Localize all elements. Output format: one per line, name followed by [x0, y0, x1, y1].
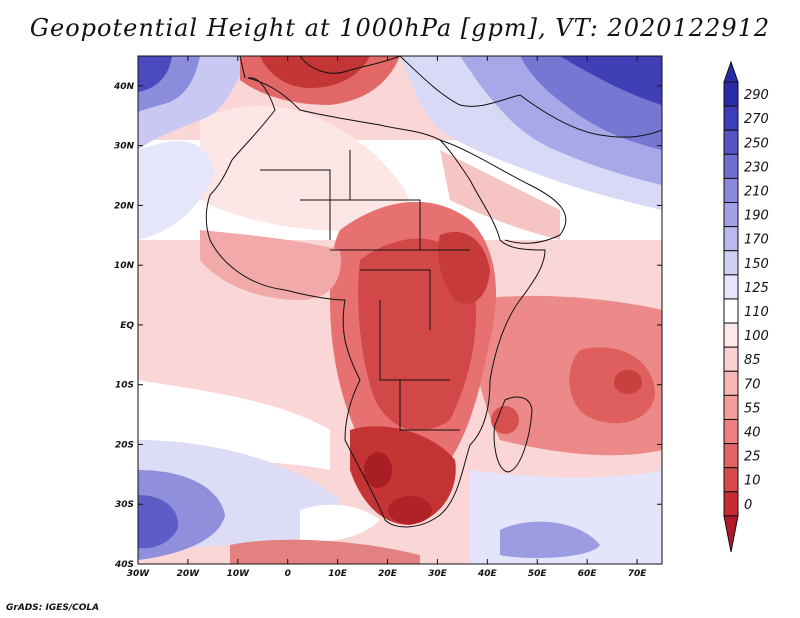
colorbar-label: 55	[744, 401, 761, 416]
colorbar-segment	[723, 274, 739, 300]
colorbar-label: 190	[744, 209, 769, 224]
lon-tick-label: 10W	[227, 569, 251, 579]
field-indian-mid	[500, 521, 600, 558]
colorbar-label: 25	[744, 450, 761, 465]
coastlines	[205, 56, 662, 528]
lat-tick-label: 10N	[114, 261, 135, 271]
lat-tick-label: 40S	[114, 560, 134, 570]
field-asia-core	[560, 56, 662, 105]
colorbar-segment	[723, 370, 739, 396]
field-south-atlantic-core	[138, 495, 179, 549]
lat-tick-label: 30N	[114, 142, 135, 152]
lon-tick-label: 30W	[127, 569, 151, 579]
colorbar-segment	[723, 298, 739, 324]
field-africa-core	[358, 238, 477, 431]
colorbar-label: 125	[744, 281, 769, 296]
colorbar-label: 250	[744, 136, 769, 151]
field-cape-white	[300, 504, 380, 542]
colorbar-top-arrow	[723, 60, 739, 83]
europe-asia-coast	[239, 56, 662, 138]
africa-outline	[205, 77, 546, 528]
field-arabia-pink	[440, 150, 560, 240]
lon-tick-label: 10E	[328, 569, 348, 579]
colorbar-segment	[723, 226, 739, 252]
colorbar-label: 110	[744, 305, 769, 320]
colorbar-segment	[723, 153, 739, 179]
colorbar-segment	[723, 467, 739, 493]
field-south-red	[230, 539, 420, 564]
colorbar-segment	[723, 177, 739, 204]
field-namibia-low	[364, 452, 392, 488]
field-atlantic-core	[138, 56, 172, 92]
grads-credit: GrADS: IGES/COLA	[6, 603, 100, 613]
colorbar-segment	[723, 346, 739, 372]
lon-tick-label: 70E	[628, 569, 648, 579]
axis-ticks: 30W 20W 10W 0 10E 20E 30E 40E 50E 60E 70E 40S 30S 20S…	[113, 56, 662, 579]
colorbar-segment	[723, 202, 739, 228]
field-mozambique-low	[491, 406, 519, 434]
colorbar-segment	[723, 105, 739, 131]
lon-tick-label: 20E	[378, 569, 398, 579]
colorbar-segment	[723, 81, 739, 107]
colorbar-segment	[723, 129, 739, 155]
colorbar-segment	[723, 491, 739, 517]
lat-tick-label: EQ	[120, 321, 134, 331]
lon-tick-label: 50E	[528, 569, 548, 579]
field-atlantic-light	[138, 141, 215, 240]
colorbar-label: 230	[744, 160, 769, 175]
field-indian-low	[569, 347, 655, 424]
colorbar-label: 270	[744, 112, 769, 127]
colorbar-segment	[723, 250, 739, 276]
plot-frame	[137, 55, 663, 565]
colorbar-label: 150	[744, 257, 769, 272]
field-europe-core	[260, 56, 370, 88]
country-borders	[260, 150, 470, 431]
colorbar: 2902702502302101901701501251101008570554…	[723, 60, 769, 553]
lat-tick-label: 20S	[115, 440, 134, 450]
colorbar-label: 0	[744, 498, 752, 513]
colorbar-segment	[723, 322, 739, 348]
lat-tick-label: 20N	[114, 201, 135, 211]
lon-tick-label: 60E	[578, 569, 598, 579]
height-field	[138, 56, 662, 564]
chart-title: Geopotential Height at 1000hPa [gpm], VT…	[29, 14, 771, 42]
lat-tick-label: 30S	[115, 500, 134, 510]
colorbar-label: 40	[744, 426, 761, 441]
colorbar-label: 290	[744, 88, 769, 103]
field-indian-core	[614, 370, 642, 394]
colorbar-segment	[723, 394, 739, 420]
lon-tick-label: 20W	[177, 569, 201, 579]
arabia-outline	[439, 139, 567, 244]
colorbar-segment	[723, 443, 739, 469]
colorbar-label: 10	[744, 474, 761, 489]
field-southafrica-low	[388, 496, 432, 524]
colorbar-label: 85	[744, 353, 761, 368]
colorbar-label: 100	[744, 329, 769, 344]
lat-tick-label: 40N	[113, 82, 135, 92]
field-westafrica-pink	[200, 230, 341, 300]
lon-tick-label: 40E	[477, 569, 498, 579]
colorbar-segment	[723, 418, 739, 445]
lon-tick-label: 30E	[428, 569, 448, 579]
lat-tick-label: 10S	[115, 381, 134, 391]
madagascar-outline	[493, 396, 533, 473]
colorbar-label: 170	[744, 233, 769, 248]
colorbar-label: 70	[744, 377, 761, 392]
colorbar-bottom-arrow	[723, 515, 739, 553]
colorbar-label: 210	[744, 184, 769, 199]
lon-tick-label: 0	[285, 569, 291, 579]
